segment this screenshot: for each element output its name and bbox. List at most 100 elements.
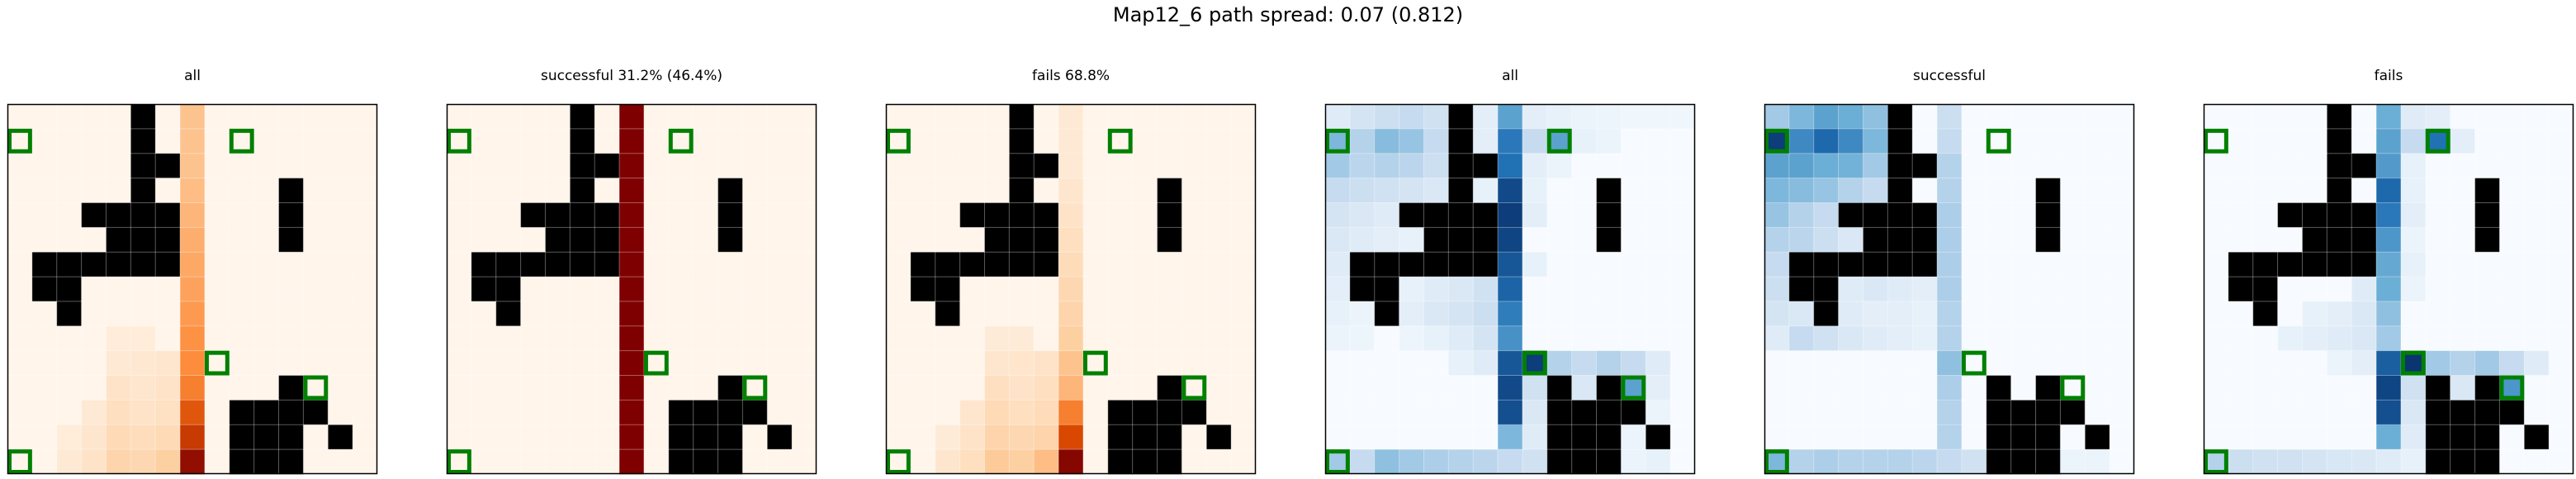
heatmap-cell: [81, 301, 107, 327]
heatmap-cell: [1009, 350, 1035, 376]
heatmap-cell: [1157, 104, 1182, 130]
heatmap-cell: [1423, 178, 1449, 203]
heatmap-cell: [2010, 277, 2036, 302]
heatmap-cell: [594, 178, 620, 203]
heatmap-cell: [1838, 424, 1863, 450]
heatmap-cell: [693, 325, 718, 351]
heatmap-cell: [570, 424, 595, 450]
heatmap-cell: [1374, 449, 1399, 475]
heatmap-cell: [2400, 277, 2427, 302]
obstacle-cell: [2450, 424, 2475, 450]
heatmap-cell: [1646, 104, 1671, 130]
heatmap-cell: [1473, 350, 1499, 376]
heatmap-cell: [1399, 178, 1424, 203]
obstacle-cell: [2228, 252, 2254, 277]
heatmap-cell: [447, 277, 472, 302]
heatmap-cell: [1986, 350, 2011, 376]
heatmap-cell: [886, 277, 912, 302]
heatmap-cell: [155, 325, 181, 351]
heatmap-cell: [717, 153, 743, 178]
heatmap-cell: [792, 178, 817, 203]
heatmap-cell: [2524, 301, 2550, 327]
heatmap-cell: [31, 400, 58, 425]
heatmap-cell: [1498, 153, 1523, 178]
heatmap-cell: [1571, 350, 1597, 376]
heatmap-cell: [2549, 449, 2574, 475]
heatmap-cell: [130, 375, 156, 401]
heatmap-cell: [1621, 128, 1646, 154]
heatmap-cell: [56, 400, 82, 425]
heatmap-cell: [1448, 449, 1474, 475]
heatmap-cell: [2400, 128, 2427, 154]
heatmap-cell: [1132, 178, 1158, 203]
heatmap-cell: [2277, 277, 2303, 302]
heatmap-cell: [106, 375, 131, 401]
heatmap-cell: [204, 128, 230, 154]
heatmap-cell: [1646, 178, 1671, 203]
obstacle-cell: [2035, 178, 2061, 203]
heatmap-cell: [253, 301, 279, 327]
heatmap-cell: [1498, 252, 1523, 277]
heatmap-cell: [1522, 325, 1548, 351]
heatmap-cell: [2252, 424, 2278, 450]
obstacle-cell: [1009, 227, 1035, 253]
goal-marker: [7, 128, 32, 154]
heatmap-cell: [130, 325, 156, 351]
heatmap-cell: [1349, 325, 1376, 351]
heatmap-cell: [520, 178, 546, 203]
heatmap-cell: [959, 301, 985, 327]
heatmap-cell: [2351, 301, 2377, 327]
heatmap-cell: [2110, 301, 2135, 327]
heatmap-cell: [1863, 104, 1888, 130]
heatmap-cell: [1107, 178, 1133, 203]
heatmap-cell: [1813, 350, 1839, 376]
heatmap-cell: [1132, 325, 1158, 351]
heatmap-cell: [1473, 277, 1499, 302]
heatmap-cell: [328, 252, 353, 277]
heatmap-cell: [1206, 277, 1232, 302]
heatmap-cell: [1009, 424, 1035, 450]
heatmap-cell: [717, 252, 743, 277]
goal-marker: [2060, 375, 2086, 401]
heatmap-cell: [742, 153, 768, 178]
obstacle-cell: [2010, 424, 2036, 450]
heatmap-cell: [81, 449, 107, 475]
heatmap-cell: [1838, 104, 1863, 130]
obstacle-cell: [520, 252, 546, 277]
obstacle-cell: [278, 227, 304, 253]
heatmap-cell: [1621, 153, 1646, 178]
heatmap-cell: [1399, 277, 1424, 302]
heatmap-cell: [1863, 178, 1888, 203]
heatmap-cell: [2060, 277, 2086, 302]
obstacle-cell: [2228, 277, 2254, 302]
heatmap-cell: [2351, 375, 2377, 401]
heatmap-cell: [1986, 227, 2011, 253]
heatmap-cell: [910, 424, 936, 450]
heatmap-cell: [2376, 252, 2402, 277]
obstacle-cell: [1448, 227, 1474, 253]
obstacle-cell: [1912, 153, 1938, 178]
heatmap-cell: [619, 301, 645, 327]
goal-marker: [1522, 350, 1547, 376]
heatmap-cell: [1181, 128, 1207, 154]
obstacle-cell: [717, 227, 743, 253]
obstacle-cell: [130, 202, 156, 228]
heatmap-cell: [886, 227, 912, 253]
heatmap-cell: [1132, 153, 1158, 178]
obstacle-cell: [1374, 252, 1399, 277]
heatmap-cell: [2204, 325, 2229, 351]
heatmap-cell: [495, 153, 521, 178]
goal-marker: [2425, 128, 2451, 154]
heatmap-cell: [253, 153, 279, 178]
panel-title-6: fails: [2374, 68, 2403, 84]
heatmap-cell: [1764, 153, 1790, 178]
obstacle-cell: [717, 202, 743, 228]
obstacle-cell: [1157, 178, 1182, 203]
heatmap-cell: [1986, 153, 2011, 178]
heatmap-cell: [1788, 424, 1815, 450]
heatmap-cell: [545, 325, 571, 351]
heatmap-cell: [495, 375, 521, 401]
heatmap-cell: [643, 400, 670, 425]
heatmap-cell: [1961, 252, 1987, 277]
obstacle-cell: [31, 277, 58, 302]
